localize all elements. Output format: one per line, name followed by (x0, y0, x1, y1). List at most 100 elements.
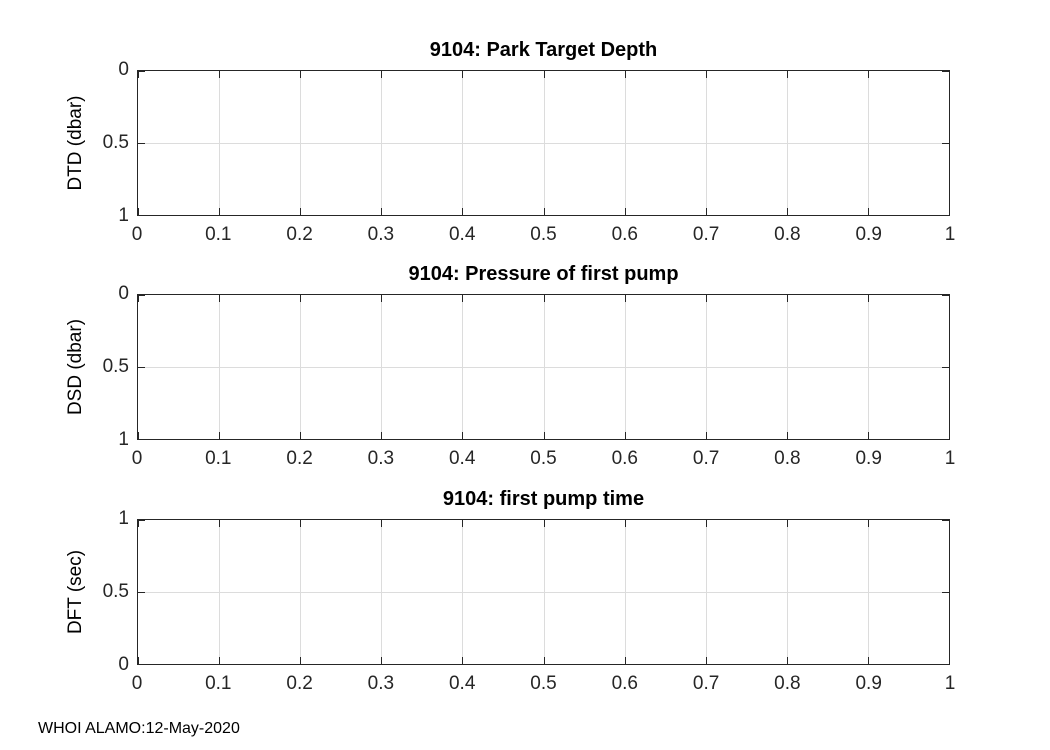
x-tick-label: 0.1 (205, 224, 232, 245)
x-tick-label: 0.2 (286, 448, 313, 469)
y-tick-mark (138, 520, 145, 521)
x-tick-mark (138, 520, 139, 527)
x-tick-mark (949, 520, 950, 527)
x-tick-label: 0.6 (611, 448, 638, 469)
x-tick-mark (462, 71, 464, 78)
y-tick-label: 0.5 (102, 581, 129, 602)
x-tick-mark (705, 208, 707, 215)
x-tick-mark (705, 432, 707, 439)
y-tick-label: 0.5 (102, 356, 129, 377)
x-tick-label: 0.8 (774, 673, 801, 694)
subplot-title: 9104: first pump time (442, 488, 645, 510)
y-gridline (138, 592, 949, 593)
y-tick-mark (138, 71, 145, 72)
x-tick-label: 0.5 (530, 448, 557, 469)
y-tick-mark (138, 367, 145, 368)
y-tick-label: 1 (118, 429, 129, 450)
x-tick-label: 0.5 (530, 224, 557, 245)
x-tick-mark (462, 432, 464, 439)
x-tick-mark (786, 71, 788, 78)
x-tick-label: 0.1 (205, 673, 232, 694)
plot-area (137, 519, 950, 665)
x-tick-label: 0.8 (774, 224, 801, 245)
x-tick-label: 0.7 (692, 448, 720, 469)
x-tick-label: 0.2 (286, 224, 313, 245)
x-tick-label: 0 (131, 448, 143, 469)
x-tick-mark (300, 71, 302, 78)
y-tick-mark (138, 664, 145, 665)
x-tick-label: 0.9 (855, 673, 882, 694)
y-tick-mark (138, 295, 145, 296)
y-tick-mark (942, 520, 949, 521)
x-tick-mark (543, 295, 545, 302)
y-tick-mark (942, 367, 949, 368)
plot-area (137, 70, 950, 216)
x-tick-mark (949, 432, 950, 439)
y-tick-label: 0 (118, 654, 129, 675)
x-tick-mark (381, 520, 383, 527)
y-tick-mark (942, 664, 949, 665)
y-tick-label: 0 (118, 283, 129, 304)
x-tick-mark (786, 432, 788, 439)
x-tick-label: 0.7 (692, 224, 720, 245)
x-tick-mark (624, 71, 626, 78)
x-tick-mark (786, 520, 788, 527)
x-tick-mark (300, 432, 302, 439)
x-tick-mark (300, 520, 302, 527)
y-tick-label: 0 (118, 59, 129, 80)
x-tick-label: 0 (131, 224, 143, 245)
x-tick-mark (219, 71, 221, 78)
x-tick-mark (543, 657, 545, 664)
x-tick-label: 0.4 (448, 673, 476, 694)
x-tick-mark (705, 295, 707, 302)
figure-annotation: WHOI ALAMO:12-May-2020 (38, 720, 240, 737)
x-tick-mark (381, 295, 383, 302)
x-tick-mark (381, 657, 383, 664)
x-tick-mark (462, 208, 464, 215)
x-tick-mark (949, 71, 950, 78)
x-tick-mark (219, 208, 221, 215)
x-tick-label: 0.3 (367, 224, 395, 245)
x-tick-mark (786, 208, 788, 215)
x-tick-label: 0.8 (774, 448, 801, 469)
x-tick-label: 0.3 (367, 448, 395, 469)
x-tick-mark (138, 432, 139, 439)
x-tick-mark (543, 208, 545, 215)
x-tick-mark (462, 295, 464, 302)
x-tick-mark (300, 208, 302, 215)
y-tick-mark (942, 592, 949, 593)
x-tick-mark (300, 657, 302, 664)
y-tick-mark (942, 143, 949, 144)
x-tick-mark (138, 295, 139, 302)
x-tick-mark (381, 71, 383, 78)
x-tick-label: 1 (944, 673, 956, 694)
x-tick-mark (300, 295, 302, 302)
x-tick-mark (462, 520, 464, 527)
y-gridline (138, 143, 949, 144)
x-tick-label: 0.2 (286, 673, 313, 694)
x-tick-mark (381, 208, 383, 215)
y-tick-label: 1 (118, 508, 129, 529)
x-tick-label: 0.4 (448, 448, 476, 469)
y-tick-mark (138, 143, 145, 144)
x-tick-label: 0.3 (367, 673, 395, 694)
x-tick-mark (543, 520, 545, 527)
x-tick-mark (867, 71, 869, 78)
y-tick-mark (942, 215, 949, 216)
x-tick-mark (786, 657, 788, 664)
x-tick-label: 0.4 (448, 224, 476, 245)
x-tick-mark (949, 208, 950, 215)
x-tick-label: 0.6 (611, 224, 638, 245)
y-tick-mark (942, 295, 949, 296)
x-tick-label: 0.1 (205, 448, 232, 469)
x-tick-mark (705, 657, 707, 664)
x-tick-label: 0.9 (855, 448, 882, 469)
x-tick-mark (462, 657, 464, 664)
x-tick-mark (219, 657, 221, 664)
x-tick-mark (138, 657, 139, 664)
x-tick-mark (219, 520, 221, 527)
x-tick-mark (867, 208, 869, 215)
x-tick-mark (949, 295, 950, 302)
x-tick-label: 0.7 (692, 673, 720, 694)
